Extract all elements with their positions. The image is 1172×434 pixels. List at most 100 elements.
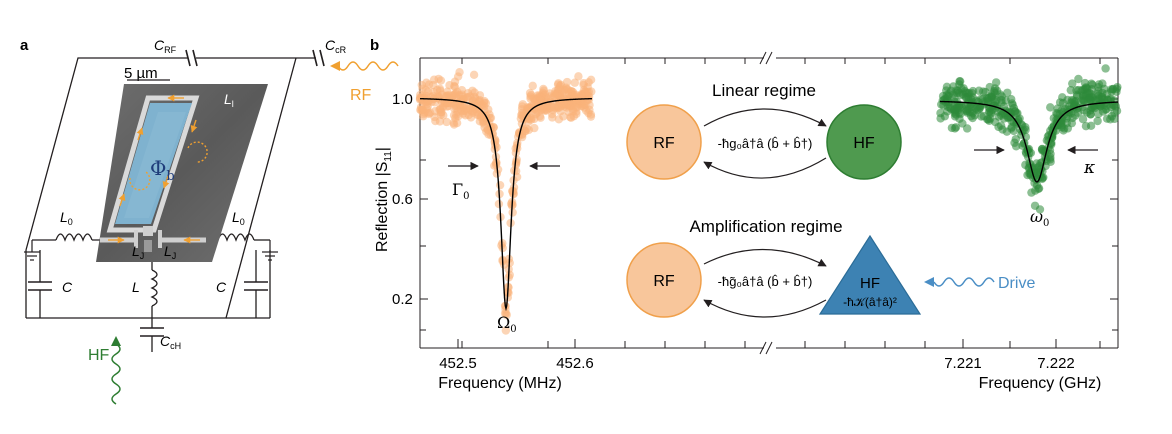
capacitors-c <box>28 281 268 337</box>
rf-data-points <box>415 67 596 335</box>
data-point <box>481 98 491 108</box>
hf-data-points <box>936 64 1122 214</box>
amp-hf-node-label: HF <box>860 275 880 292</box>
data-point <box>1055 98 1065 107</box>
label-lj-left: LJ <box>132 243 144 261</box>
data-point <box>968 107 977 116</box>
label-crf: CRF <box>154 37 177 55</box>
amp-arrow-forward <box>703 248 827 267</box>
linear-rf-node-label: RF <box>653 135 675 152</box>
data-point <box>1068 79 1077 88</box>
data-point <box>1046 153 1055 162</box>
data-point <box>966 100 976 110</box>
x-major-ticks <box>457 339 1057 348</box>
label-c-left: C <box>62 279 73 295</box>
data-point <box>530 123 539 133</box>
data-point <box>526 90 536 100</box>
data-point <box>437 107 446 117</box>
label-l0-left: L0 <box>60 209 73 227</box>
amp-rf-node-label: RF <box>653 273 675 290</box>
panel-a: a <box>20 37 399 405</box>
amp-hf-node <box>818 234 922 315</box>
rf-input-label: RF <box>350 87 372 104</box>
data-point <box>955 77 964 86</box>
amp-coupling-term: -ħg̃₀â†â (b̂ + b̂†) <box>718 274 813 289</box>
data-point <box>1057 115 1066 124</box>
data-point <box>423 87 433 96</box>
data-point <box>1032 180 1042 190</box>
panel-a-label: a <box>20 37 29 54</box>
y-axis-title: Reflection |S11| <box>374 147 394 252</box>
y-tick-label: 1.0 <box>392 91 413 108</box>
linear-coupling-term: -ħg₀â†â (b̂ + b̂†) <box>718 136 813 151</box>
data-point <box>537 105 546 115</box>
data-point <box>511 144 520 153</box>
data-point <box>418 112 428 121</box>
label-lj-right: LJ <box>164 243 176 261</box>
data-point <box>1091 95 1100 105</box>
data-point <box>429 75 439 84</box>
data-point <box>1010 138 1019 147</box>
data-point <box>1007 116 1016 125</box>
rf-fit-line <box>419 97 593 312</box>
data-point <box>974 86 984 95</box>
x-tick-label: 452.6 <box>556 355 594 372</box>
data-point <box>991 97 1000 106</box>
kerr-term: -ħ𝒦(â†â)² <box>843 295 897 309</box>
hf-wave-icon <box>111 343 121 405</box>
data-point <box>942 82 952 92</box>
data-point <box>435 117 445 126</box>
label-ll: Ll <box>224 91 234 109</box>
gamma-label: Γ0 <box>452 180 469 202</box>
data-point <box>1007 94 1016 104</box>
amp-rf-node <box>626 242 702 318</box>
data-point <box>512 172 522 182</box>
ground-symbols <box>24 240 278 261</box>
label-l: L <box>132 279 140 295</box>
data-point <box>570 78 580 87</box>
linear-hf-node-label: HF <box>853 135 875 152</box>
kappa-label: κ <box>1083 158 1095 178</box>
inductor-l <box>150 269 158 307</box>
data-point <box>955 103 964 112</box>
data-point <box>558 88 567 97</box>
inductor-l0-left <box>55 233 93 242</box>
data-point <box>494 199 504 209</box>
data-point <box>1085 96 1094 105</box>
data-point <box>495 180 505 190</box>
data-point <box>1093 116 1102 126</box>
data-point <box>984 97 993 106</box>
data-point <box>1037 145 1047 154</box>
data-point <box>997 111 1006 120</box>
data-point <box>940 112 950 121</box>
data-point <box>543 104 552 113</box>
data-point <box>501 326 511 335</box>
data-point <box>1110 114 1119 124</box>
rf-wave-icon <box>337 61 399 71</box>
label-ccr: CcR <box>325 37 347 55</box>
hf-fit-line <box>939 100 1119 183</box>
data-point <box>1102 101 1111 111</box>
data-point <box>579 78 588 88</box>
capacitor-crf <box>185 49 198 67</box>
data-point <box>950 124 960 133</box>
data-point <box>990 86 999 96</box>
x-tick-label: 7.221 <box>944 355 982 372</box>
data-point <box>539 84 548 94</box>
data-point <box>991 78 1001 87</box>
data-point <box>998 125 1007 134</box>
data-point <box>581 88 590 97</box>
data-point <box>436 76 446 85</box>
data-point <box>1083 85 1092 94</box>
data-point <box>1076 97 1086 106</box>
data-point <box>1112 87 1121 97</box>
current-arrows <box>108 94 208 244</box>
data-point <box>418 105 428 114</box>
x-axis-title-right: Frequency (GHz) <box>979 375 1102 392</box>
data-point <box>977 112 986 121</box>
hf-input-label: HF <box>88 347 110 364</box>
data-point <box>461 111 470 120</box>
data-point <box>474 110 483 120</box>
data-point <box>574 72 583 81</box>
capacitor-ccr <box>312 49 325 67</box>
